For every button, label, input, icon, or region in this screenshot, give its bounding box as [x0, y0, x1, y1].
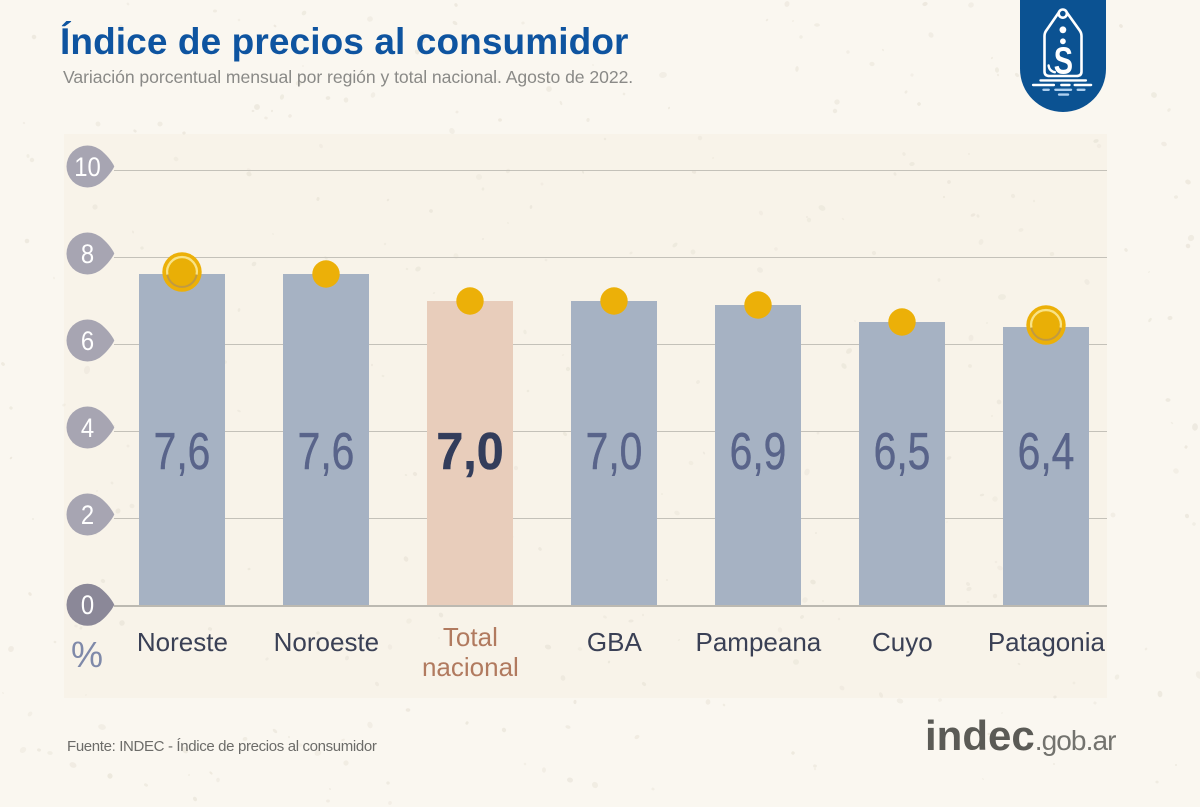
- svg-text:6: 6: [81, 327, 94, 356]
- svg-text:2: 2: [81, 501, 94, 530]
- svg-text:4: 4: [81, 414, 94, 443]
- svg-text:S: S: [1054, 40, 1073, 83]
- svg-text:8: 8: [81, 240, 94, 269]
- svg-text:10: 10: [74, 153, 101, 182]
- svg-text:0: 0: [81, 591, 94, 620]
